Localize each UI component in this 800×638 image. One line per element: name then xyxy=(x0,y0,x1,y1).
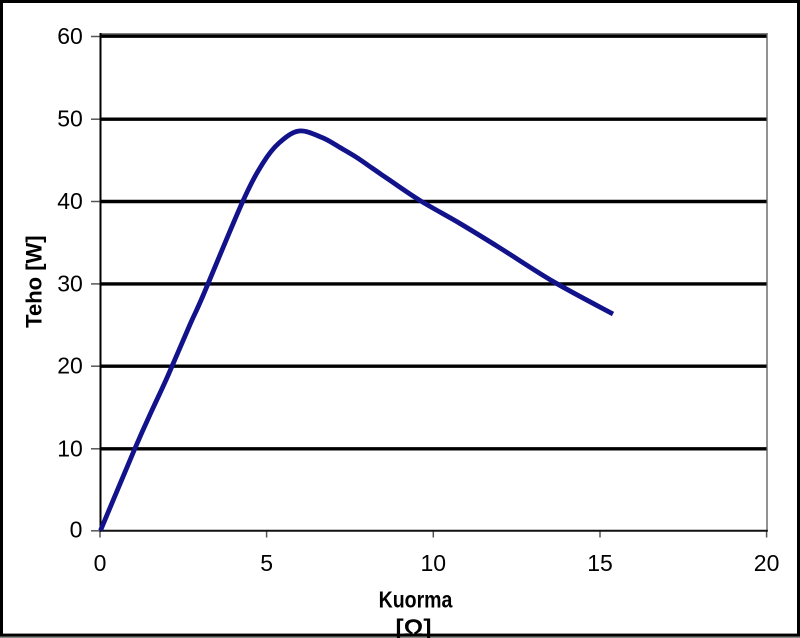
svg-text:20: 20 xyxy=(754,550,780,576)
svg-text:10: 10 xyxy=(421,550,447,576)
svg-text:[Ω]: [Ω] xyxy=(396,615,432,638)
svg-text:15: 15 xyxy=(587,550,613,576)
svg-text:0: 0 xyxy=(94,550,107,576)
svg-text:10: 10 xyxy=(57,435,83,461)
svg-text:0: 0 xyxy=(70,517,83,543)
svg-text:Teho [W]: Teho [W] xyxy=(21,235,46,327)
svg-text:Kuorma: Kuorma xyxy=(379,587,453,613)
svg-text:20: 20 xyxy=(57,353,83,379)
svg-text:40: 40 xyxy=(57,188,83,214)
svg-text:5: 5 xyxy=(260,550,273,576)
svg-text:60: 60 xyxy=(57,23,83,49)
svg-text:50: 50 xyxy=(57,106,83,132)
svg-text:30: 30 xyxy=(57,270,83,296)
